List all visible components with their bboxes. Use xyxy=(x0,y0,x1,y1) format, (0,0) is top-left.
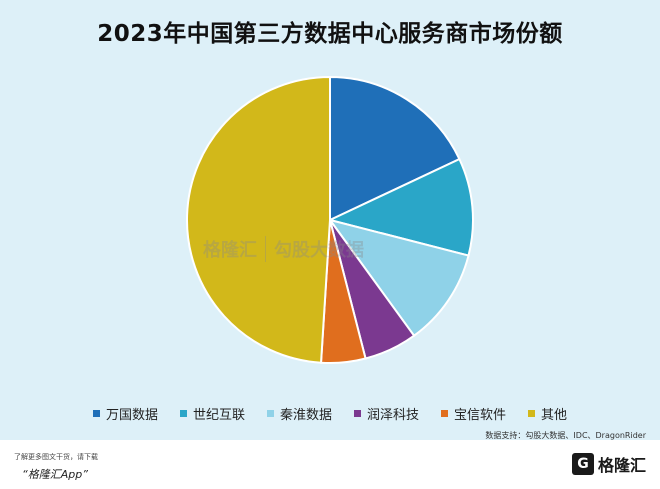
legend-item-5: 宝信软件 xyxy=(441,404,506,423)
watermark-logo-text: 格隆汇 xyxy=(203,240,257,261)
pie-slice-2 xyxy=(327,157,474,257)
chart-title: 2023年中国第三方数据中心服务商市场份额 xyxy=(97,21,563,47)
logo-icon: G xyxy=(571,453,594,475)
legend-swatch xyxy=(92,410,100,417)
legend-item-2: 世纪互联 xyxy=(179,404,245,423)
pie-slice-3 xyxy=(327,218,470,338)
legend-label: 其他 xyxy=(541,408,568,423)
legend-label: 万国数据 xyxy=(105,408,158,423)
legend-swatch xyxy=(354,410,361,417)
legend-swatch xyxy=(266,410,274,417)
source-note: 数据支持：勾股大数据、IDC、DragonRider xyxy=(485,431,646,440)
pie-slice-1 xyxy=(329,75,461,222)
legend-label: 世纪互联 xyxy=(192,408,245,423)
footer-logo-text: 格隆汇 xyxy=(597,456,646,475)
pie-chart xyxy=(185,75,474,364)
legend-label: 宝信软件 xyxy=(454,408,507,423)
legend-swatch xyxy=(528,410,536,417)
legend-label: 秦淮数据 xyxy=(279,408,332,423)
watermark-sub-text: 勾股大数据 xyxy=(274,240,364,261)
legend-item-3: 秦淮数据 xyxy=(266,404,332,423)
legend-swatch xyxy=(179,410,187,417)
chart-panel: 2023年中国第三方数据中心服务商市场份额 格隆汇 勾股大数据 万国数据 世纪互联… xyxy=(0,0,660,440)
pie-slice-6 xyxy=(185,75,331,364)
footer-app-text: “格隆汇App” xyxy=(22,468,88,481)
legend-item-6: 其他 xyxy=(528,404,567,423)
legend-item-1: 万国数据 xyxy=(92,404,158,423)
watermark-divider xyxy=(265,236,266,262)
watermark: 格隆汇 勾股大数据 xyxy=(203,236,364,262)
footer-logo: G 格隆汇 xyxy=(571,452,646,476)
legend: 万国数据 世纪互联 秦淮数据 润泽科技 宝信软件 其他 xyxy=(0,404,660,423)
footer-promo-text: 了解更多图文干货，请下载 xyxy=(14,453,98,461)
legend-label: 润泽科技 xyxy=(367,408,420,423)
legend-item-4: 润泽科技 xyxy=(354,404,419,423)
legend-swatch xyxy=(441,410,449,417)
